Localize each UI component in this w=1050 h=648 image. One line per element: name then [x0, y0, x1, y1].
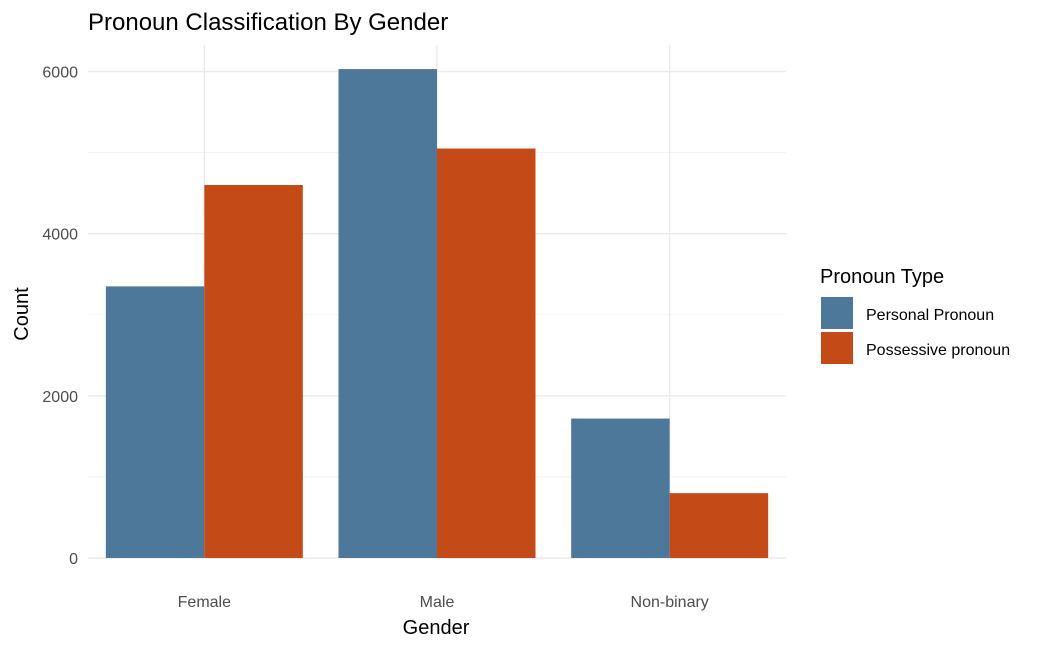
legend-title: Pronoun Type	[820, 266, 944, 288]
x-axis-title: Gender	[403, 617, 470, 639]
y-tick-label: 6000	[42, 65, 78, 82]
legend-label: Personal Pronoun	[866, 307, 994, 324]
bar-male-personal-pronoun	[338, 69, 437, 558]
legend-key	[821, 332, 853, 364]
legend-label: Possessive pronoun	[866, 342, 1010, 359]
chart-title: Pronoun Classification By Gender	[88, 9, 448, 36]
y-tick-label: 4000	[42, 227, 78, 244]
y-axis-title: Count	[11, 287, 33, 341]
legend-key	[821, 297, 853, 329]
x-tick-label: Non-binary	[631, 594, 709, 611]
bar-female-possessive-pronoun	[204, 185, 303, 558]
legend-items: Personal Pronoun Possessive pronoun	[821, 297, 1010, 364]
x-axis-ticks: Female Male Non-binary	[178, 594, 709, 611]
x-tick-label: Female	[178, 594, 231, 611]
y-tick-label: 2000	[42, 389, 78, 406]
bar-non-binary-personal-pronoun	[571, 418, 670, 558]
y-tick-label: 0	[69, 551, 78, 568]
y-axis-ticks: 0 2000 4000 6000	[42, 65, 78, 569]
x-tick-label: Male	[420, 594, 455, 611]
bar-male-possessive-pronoun	[437, 148, 536, 558]
bar-female-personal-pronoun	[105, 286, 205, 558]
legend: Pronoun Type Personal Pronoun Possessive …	[820, 266, 1010, 364]
bar-non-binary-possessive-pronoun	[669, 493, 769, 558]
bars	[105, 69, 769, 558]
